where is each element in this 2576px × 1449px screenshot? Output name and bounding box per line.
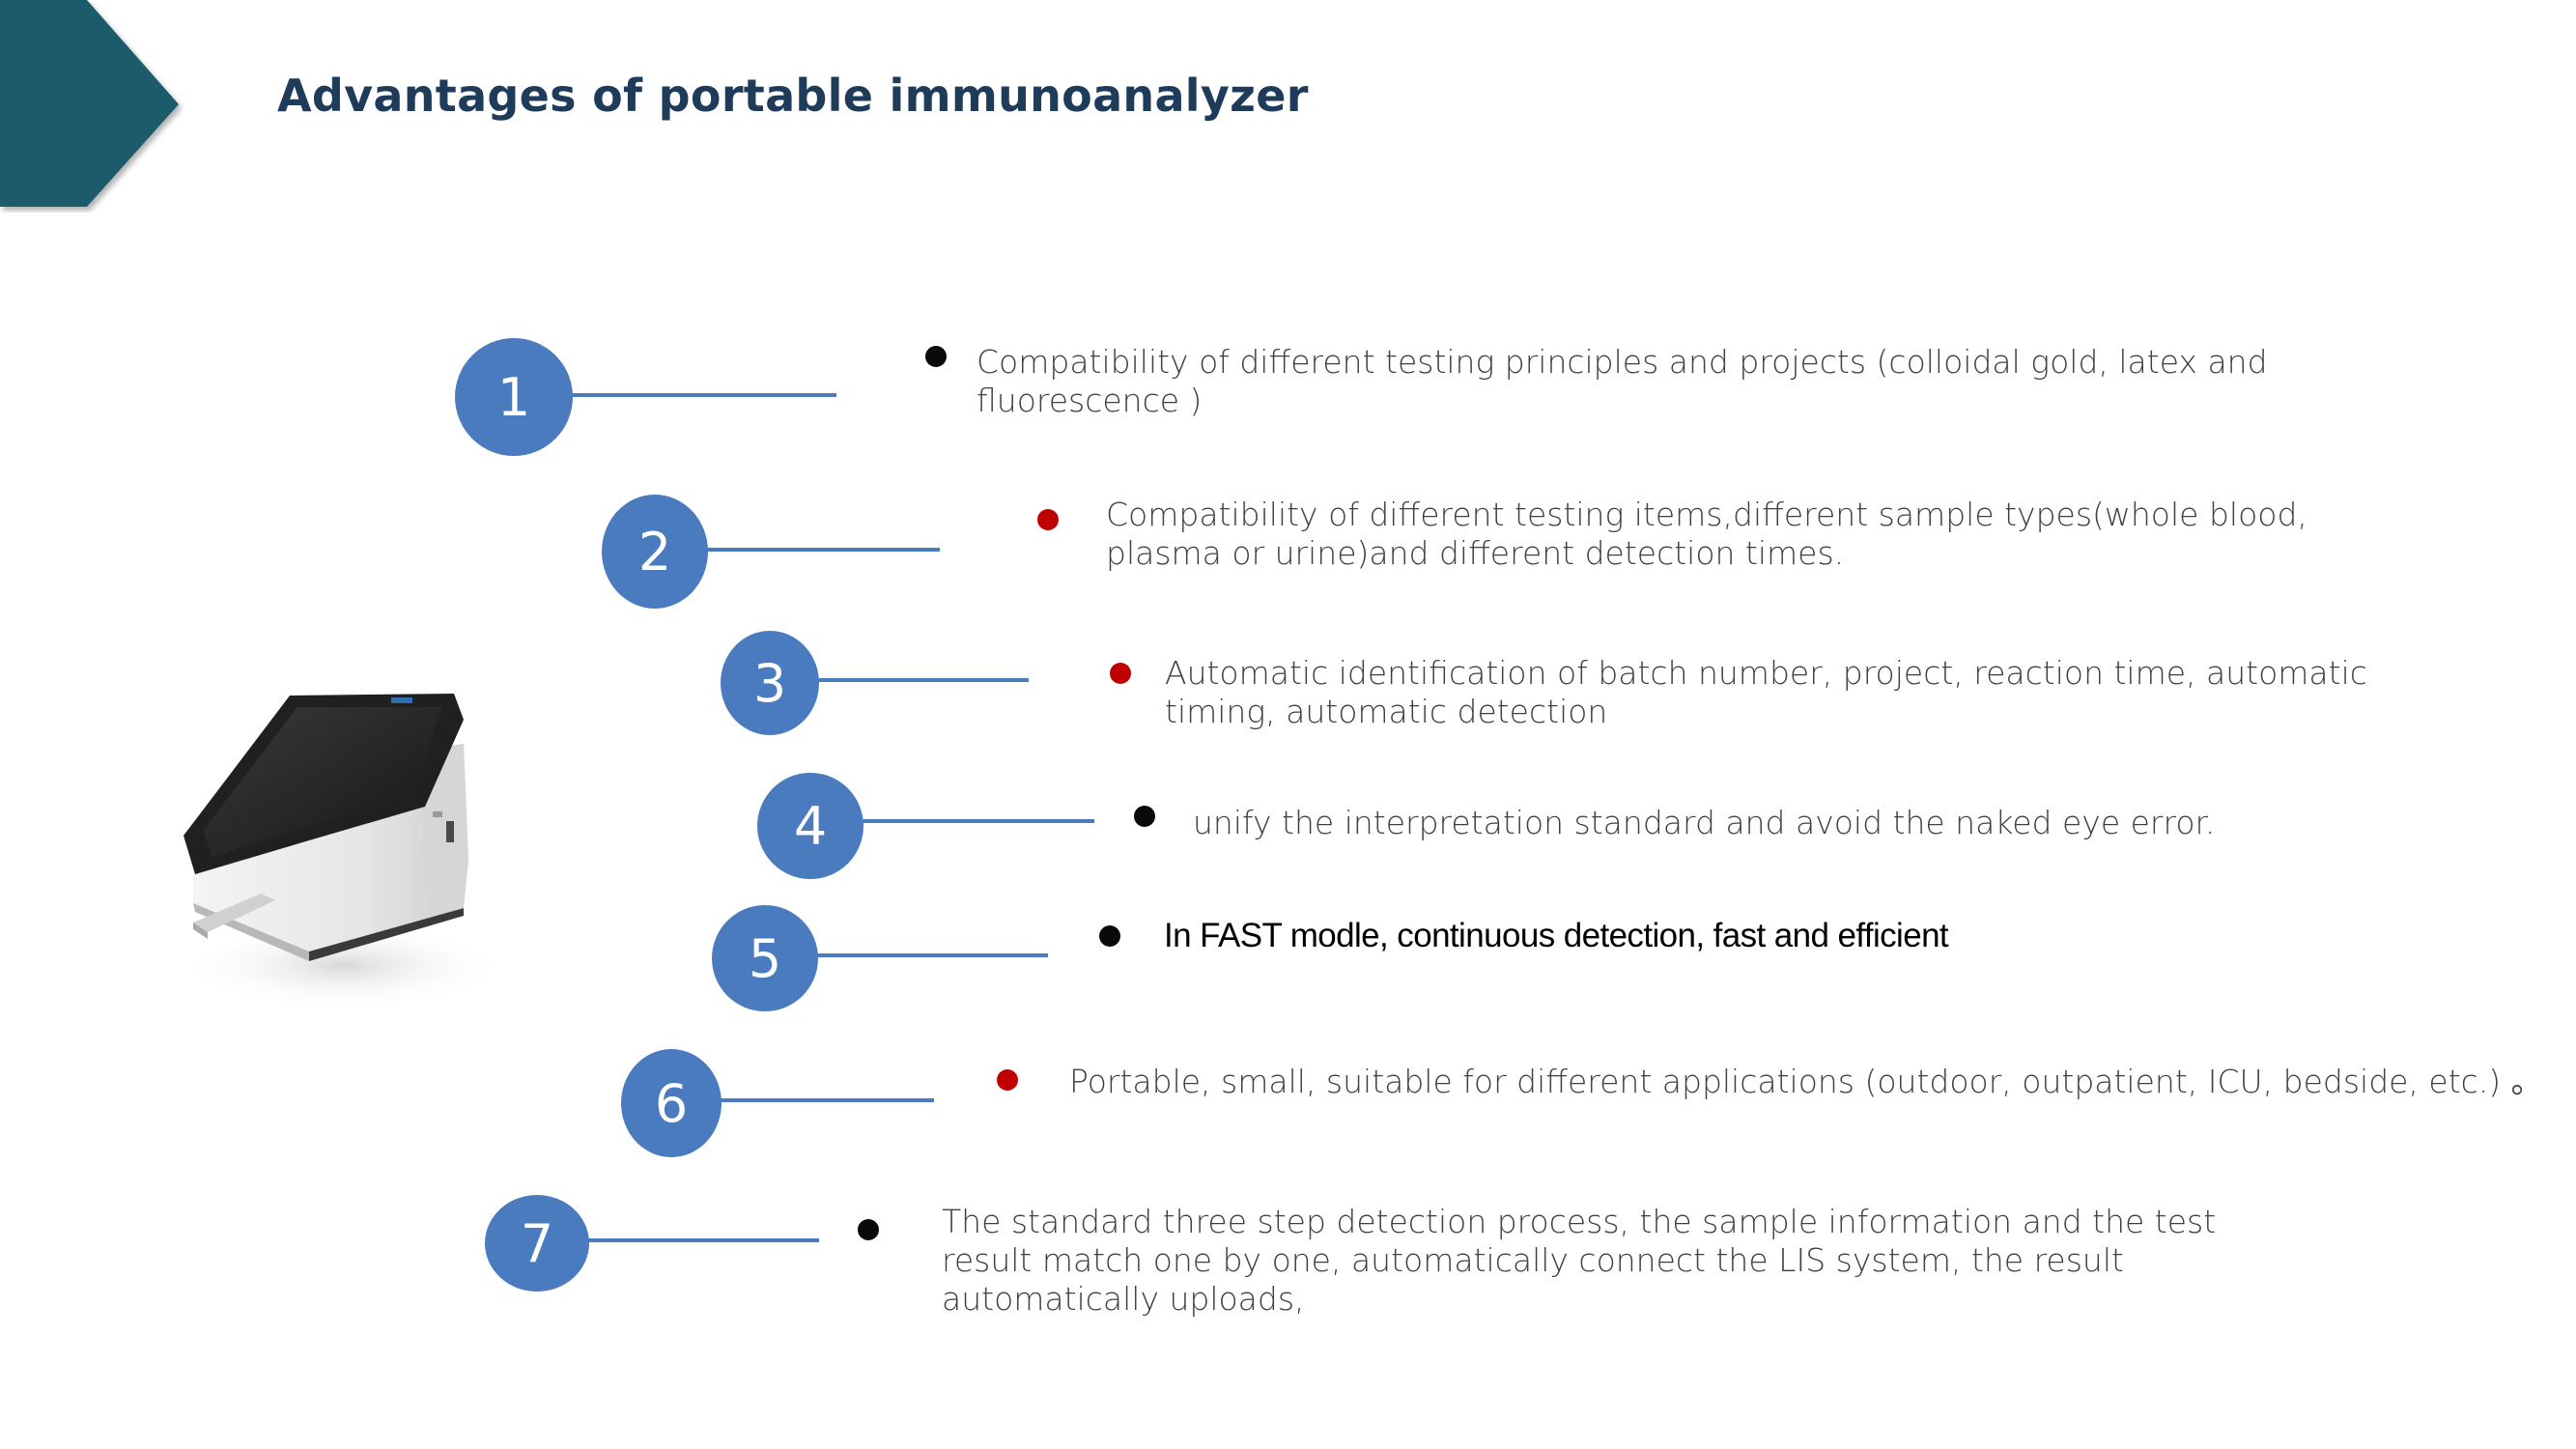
bullet-2: [1037, 509, 1059, 530]
step-number-1: 1: [455, 338, 573, 456]
connector-line-5: [816, 953, 1048, 957]
bullet-3: [1110, 663, 1131, 684]
advantage-text-5: In FAST modle, continuous detection, fas…: [1164, 917, 1949, 954]
connector-line-1: [570, 393, 836, 397]
advantage-text-4: unify the interpretation standard and av…: [1193, 804, 2216, 841]
advantage-text-1: Compatibility of different testing princ…: [977, 343, 2268, 419]
step-number-6: 6: [621, 1049, 722, 1157]
step-number-7: 7: [485, 1195, 589, 1292]
step-number-2: 2: [602, 495, 708, 609]
bullet-5: [1099, 925, 1120, 947]
step-number-4: 4: [757, 773, 863, 879]
advantage-text-3: Automatic identification of batch number…: [1165, 654, 2367, 730]
step-number-3: 3: [721, 631, 819, 735]
bullet-1: [925, 346, 947, 367]
bullet-6: [997, 1069, 1018, 1091]
advantage-text-7: The standard three step detection proces…: [942, 1203, 2217, 1318]
bullet-4: [1134, 806, 1155, 827]
bullet-7: [858, 1219, 879, 1240]
step-number-5: 5: [712, 905, 818, 1011]
page-title: Advantages of portable immunoanalyzer: [277, 70, 1309, 122]
connector-line-7: [587, 1238, 819, 1242]
connector-line-2: [705, 548, 940, 552]
immunoanalyzer-device-icon: [179, 694, 502, 1009]
advantage-text-6: Portable, small, suitable for different …: [1069, 1063, 2543, 1100]
connector-line-6: [720, 1098, 934, 1102]
advantage-text-2: Compatibility of different testing items…: [1106, 496, 2307, 572]
connector-line-3: [816, 678, 1029, 682]
connector-line-4: [860, 819, 1094, 823]
chevron-banner-icon: [0, 0, 179, 207]
